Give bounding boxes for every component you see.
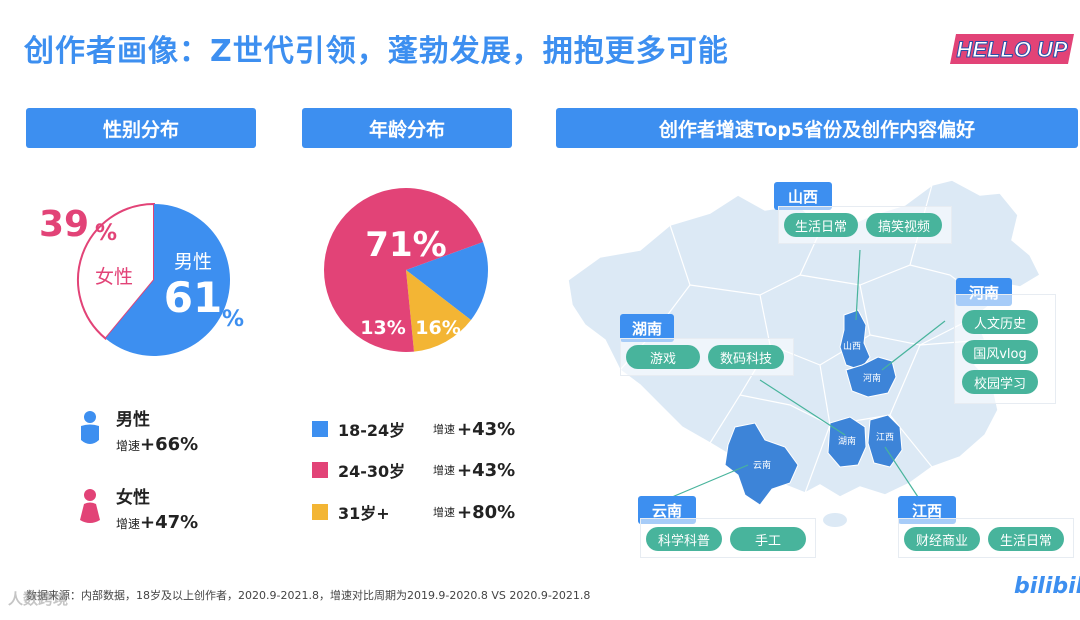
hello-up-logo: HELLO UP [950, 34, 1074, 64]
section-header-age: 年龄分布 [302, 108, 512, 148]
section-header-gender: 性别分布 [26, 108, 256, 148]
legend-male-name: 男性 [116, 410, 150, 430]
female-percent-value: 39 [39, 204, 89, 245]
legend-growth-18-24: +43% [457, 418, 516, 440]
legend-male-growth: 增速+66% [116, 434, 199, 455]
logo-text: HELLO UP [956, 37, 1068, 62]
province-label-hunan: 湖南 [620, 314, 674, 342]
male-slice-label: 男性 [174, 251, 212, 273]
age-24-30-percent: 71% [365, 225, 446, 265]
legend-swatch-18-24 [312, 421, 328, 437]
connector-lines [664, 249, 946, 501]
female-slice-label: 女性 [95, 266, 133, 288]
watermark: 人数跨境 [8, 590, 69, 608]
legend-male: 男性 增速+66% [78, 405, 198, 455]
province-label-shanxi: 山西 [774, 182, 832, 210]
section-header-map: 创作者增速Top5省份及创作内容偏好 [556, 108, 1078, 148]
map-region-yunnan [724, 422, 799, 506]
legend-growth-label-18-24: 增速 [433, 423, 455, 436]
map-label-shanxi: 山西 [843, 341, 861, 352]
legend-female: 女性 增速+47% [78, 483, 198, 533]
pie-slice-female [77, 202, 155, 340]
female-person-icon [80, 489, 100, 523]
legend-swatch-31plus [312, 504, 328, 520]
male-percent-value: 61 [164, 273, 222, 322]
legend-growth-24-30: +43% [457, 459, 516, 481]
legend-growth-31plus: +80% [457, 501, 516, 523]
legend-label-31plus: 31岁+ [338, 504, 390, 523]
tag-hunan-2: 数码科技 [708, 345, 784, 369]
china-map: 山西 河南 湖南 江西 云南 [567, 179, 1041, 527]
female-percent-unit: % [95, 221, 117, 246]
map-region-henan [845, 356, 897, 398]
legend-age-31plus: 31岁+ 增速 +80% [312, 500, 515, 524]
male-person-icon [81, 411, 99, 444]
legend-label-18-24: 18-24岁 [338, 421, 406, 440]
tag-shanxi-2: 搞笑视频 [866, 213, 942, 237]
tag-hunan-1: 游戏 [626, 345, 700, 369]
male-percent-unit: % [222, 307, 244, 332]
pie-slice-male [105, 204, 231, 356]
legend-age-18-24: 18-24岁 增速 +43% [312, 417, 515, 441]
tag-henan-1: 人文历史 [962, 310, 1038, 334]
map-label-henan: 河南 [863, 372, 881, 384]
legend-growth-label-24-30: 增速 [433, 464, 455, 477]
map-label-jiangxi: 江西 [876, 432, 894, 443]
legend-female-name: 女性 [116, 488, 150, 508]
tag-henan-3: 校园学习 [962, 370, 1038, 394]
age-slice-18-24 [406, 241, 488, 321]
tag-jiangxi-1: 财经商业 [904, 527, 980, 551]
tag-shanxi-1: 生活日常 [784, 213, 858, 237]
legend-swatch-24-30 [312, 462, 328, 478]
map-label-hunan: 湖南 [838, 435, 856, 447]
map-label-yunnan: 云南 [753, 459, 771, 471]
legend-label-24-30: 24-30岁 [338, 462, 406, 481]
tag-yunnan-2: 手工 [730, 527, 806, 551]
legend-growth-label-31plus: 增速 [433, 506, 455, 519]
gender-pie-chart: 39 % 女性 男性 61 % [39, 202, 244, 356]
map-region-jiangxi [867, 414, 903, 468]
age-slice-31plus [406, 270, 471, 352]
tag-jiangxi-2: 生活日常 [988, 527, 1064, 551]
age-18-24-percent: 16% [415, 317, 460, 339]
age-slice-24-30 [323, 188, 484, 353]
age-31plus-percent: 13% [360, 317, 405, 339]
tag-henan-2: 国风vlog [962, 340, 1038, 364]
tag-yunnan-1: 科学科普 [646, 527, 722, 551]
legend-female-growth: 增速+47% [116, 512, 199, 533]
page-title: 创作者画像：Z世代引领，蓬勃发展，拥抱更多可能 [24, 34, 729, 69]
legend-age-24-30: 24-30岁 增速 +43% [312, 458, 515, 482]
island-shape [823, 513, 847, 527]
footnote: 数据来源：内部数据，18岁及以上创作者，2020.9-2021.8，增速对比周期… [26, 589, 591, 602]
bilibili-logo: bilibili [1014, 574, 1080, 599]
age-pie-chart: 71% 13% 16% [323, 188, 488, 353]
